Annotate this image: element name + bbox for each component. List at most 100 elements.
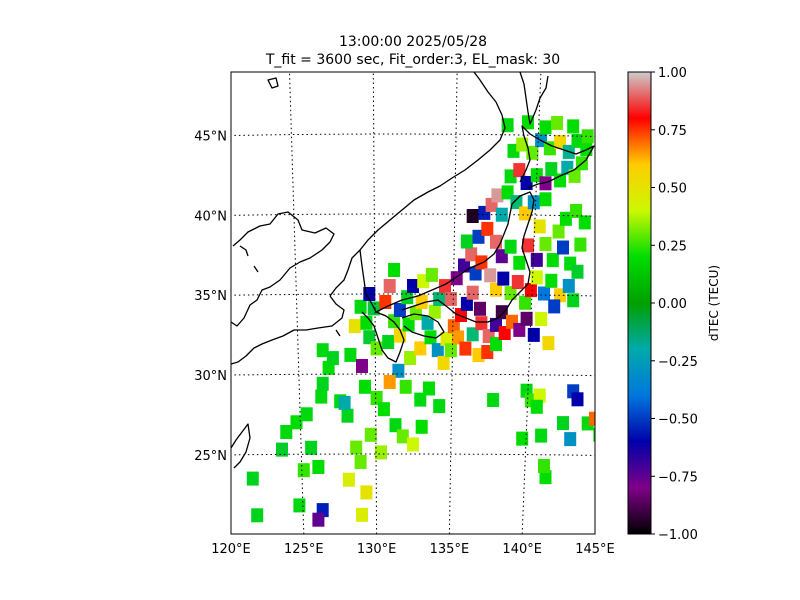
dtec-cell (342, 472, 355, 487)
dtec-cell (578, 215, 591, 230)
dtec-cell (490, 282, 502, 297)
dtec-cell (440, 331, 453, 346)
coast-sakhalin (519, 72, 549, 125)
dtec-cell (452, 330, 465, 345)
chart-title-line2: T_fit = 3600 sec, Fit_order:3, EL_mask: … (265, 52, 560, 68)
dtec-cell (246, 471, 259, 486)
dtec-cell (409, 306, 422, 321)
dtec-cell (354, 299, 367, 314)
dtec-cell (276, 442, 288, 457)
coast-shikoku (401, 313, 445, 339)
dtec-cell (290, 415, 303, 430)
chart-title-line1: 13:00:00 2025/05/28 (339, 34, 487, 50)
colorbar-gradient (627, 71, 652, 535)
dtec-cell (533, 219, 546, 234)
dtec-cell (501, 185, 514, 200)
dtec-cell (338, 395, 351, 410)
dtec-cell (356, 359, 368, 373)
dtec-cell (593, 427, 595, 442)
dtec-cell (300, 407, 313, 422)
dtec-cell (458, 258, 470, 273)
coast-shandong (267, 77, 279, 89)
dtec-cell (383, 375, 396, 389)
dtec-cell (399, 379, 412, 394)
colorbar-tick-label: 0.25 (658, 239, 687, 254)
colorbar-ticks: 1.00 0.75 0.50 0.25 0.00 −0.25 −0.50 −0.75 −1.00 (651, 66, 698, 543)
dtec-cell (570, 204, 583, 218)
dtec-cell (519, 295, 532, 310)
meridian-line (289, 72, 305, 534)
coast-honshu (375, 191, 535, 323)
colorbar-tick-label: 0.50 (658, 182, 687, 197)
dtec-cell (564, 432, 577, 447)
dtec-cell (312, 460, 325, 474)
dtec-cell (444, 292, 457, 306)
dtec-cell (297, 463, 310, 478)
meridian-line (521, 72, 542, 534)
dtec-cell (375, 445, 387, 460)
dtec-cell (487, 393, 500, 407)
dtec-cell (498, 326, 511, 340)
dtec-cell (389, 418, 402, 433)
dtec-cell (522, 115, 534, 130)
dtec-cell (370, 391, 383, 405)
dtec-cell (404, 351, 417, 365)
dtec-cell (459, 341, 472, 356)
dtec-cell (530, 252, 543, 267)
meridian-line (448, 72, 458, 534)
colorbar-tick-label: −0.75 (658, 470, 698, 485)
dtec-cell (543, 141, 556, 156)
coast-hokkaido (519, 125, 595, 189)
dtec-cell (504, 286, 517, 301)
meridian-line (372, 72, 378, 534)
dtec-cell (360, 315, 373, 330)
dtec-cell (475, 316, 488, 331)
dtec-cell (363, 330, 376, 345)
dtec-cell (350, 440, 363, 455)
dtec-cell (538, 286, 550, 301)
dtec-cell (567, 119, 580, 134)
dtec-cell (293, 498, 306, 513)
lon-tick-label: 145°E (575, 542, 615, 557)
colorbar-tick-label: −0.25 (658, 355, 698, 370)
dtec-cell (469, 266, 482, 281)
dtec-cell (393, 328, 406, 343)
dtec-cell (484, 268, 497, 283)
lat-tick-label: 30°N (194, 369, 227, 384)
dtec-cell (495, 207, 508, 222)
dtec-cell (535, 428, 548, 443)
lon-tick-label: 130°E (357, 542, 397, 557)
dtec-cell (316, 343, 329, 358)
dtec-cell (348, 319, 361, 334)
dtec-cell (551, 115, 564, 130)
lon-tick-label: 135°E (430, 542, 470, 557)
dtec-cell (315, 389, 328, 404)
dtec-cell (548, 299, 561, 314)
dtec-cell (522, 238, 534, 253)
dtec-cell (552, 224, 565, 239)
dtec-cell (533, 388, 546, 403)
dtec-cell (415, 295, 428, 309)
dtec-cell (356, 507, 368, 522)
dtec-cell (364, 427, 377, 442)
coast-asia-mainland (231, 211, 335, 327)
dtec-cell (363, 287, 376, 301)
dtec-cell (316, 376, 329, 391)
dtec-cell (542, 336, 555, 351)
dtec-cell (466, 209, 479, 223)
dtec-cell (377, 402, 390, 417)
dtec-cell (474, 301, 486, 316)
lat-tick-label: 25°N (194, 449, 227, 464)
dtec-cell (510, 195, 523, 210)
map-plot-area (231, 72, 595, 534)
dtec-cell (388, 314, 401, 329)
dtec-cell (466, 285, 479, 300)
dtec-cell (511, 275, 524, 289)
dtec-cell (437, 355, 450, 370)
dtec-cell (539, 470, 552, 485)
lon-tick-label: 125°E (284, 542, 324, 557)
dtec-cell (481, 221, 494, 236)
dtec-cell (312, 512, 325, 527)
dtec-cell (407, 437, 419, 452)
